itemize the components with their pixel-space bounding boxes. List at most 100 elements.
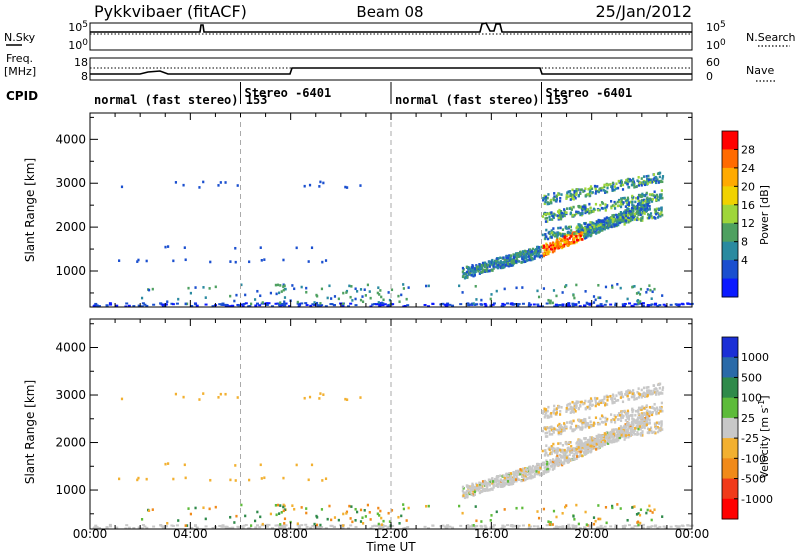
power-echo xyxy=(545,216,549,220)
power-echo xyxy=(171,303,175,306)
velocity-echo xyxy=(276,503,280,507)
velocity-echo xyxy=(465,489,469,493)
power-echo xyxy=(540,254,544,258)
velocity-echo xyxy=(498,479,501,483)
power-echo xyxy=(514,260,518,263)
power-echo xyxy=(269,291,273,295)
power-echo xyxy=(566,231,569,234)
velocity-echo xyxy=(605,521,608,525)
velocity-echo xyxy=(584,510,587,514)
velocity-echo xyxy=(211,527,215,530)
power-echo xyxy=(556,233,560,237)
velocity-echo xyxy=(590,447,593,451)
power-echo xyxy=(527,305,531,308)
velocity-echo xyxy=(584,420,587,423)
velocity-echo xyxy=(638,513,642,517)
velocity-echo xyxy=(483,479,487,483)
velocity-echo xyxy=(636,418,639,422)
power-echo xyxy=(240,303,244,306)
power-echo xyxy=(541,244,544,248)
velocity-echo xyxy=(185,524,189,527)
power-echo xyxy=(651,197,654,201)
power-echo xyxy=(328,284,331,288)
velocity-echo xyxy=(561,429,564,433)
velocity-echo xyxy=(615,399,618,403)
velocity-echo xyxy=(462,486,465,490)
velocity-echo xyxy=(359,520,363,523)
velocity-echo xyxy=(592,436,595,440)
velocity-echo xyxy=(546,460,549,464)
velocity-echo xyxy=(486,482,489,485)
velocity-echo xyxy=(528,465,532,469)
power-echo xyxy=(593,227,596,231)
velocity-echo xyxy=(599,524,603,527)
velocity-echo xyxy=(284,524,288,527)
velocity-echo xyxy=(624,419,627,422)
power-echo xyxy=(137,304,141,307)
velocity-echo xyxy=(618,434,621,437)
velocity-echo xyxy=(224,392,227,396)
power-echo xyxy=(631,194,634,198)
velocity-echo xyxy=(584,421,587,425)
power-echo xyxy=(174,181,178,184)
velocity-echo xyxy=(646,394,649,397)
power-echo xyxy=(583,231,586,235)
velocity-echo xyxy=(573,525,577,528)
velocity-echo xyxy=(544,449,547,452)
velocity-echo xyxy=(592,516,596,519)
power-echo xyxy=(609,219,612,222)
power-echo xyxy=(537,245,540,249)
velocity-echo xyxy=(567,402,570,406)
velocity-echo xyxy=(604,416,607,420)
power-echo xyxy=(636,204,639,208)
power-echo xyxy=(476,267,479,270)
power-echo xyxy=(575,189,578,193)
power-echo xyxy=(548,218,551,221)
velocity-echo xyxy=(280,510,283,514)
power-echo xyxy=(359,298,363,302)
power-echo xyxy=(551,301,554,305)
velocity-echo xyxy=(567,408,570,411)
power-echo xyxy=(240,283,243,287)
velocity-echo xyxy=(621,395,625,399)
power-echo xyxy=(542,244,546,248)
velocity-echo xyxy=(563,452,566,456)
power-echo xyxy=(587,232,590,236)
velocity-echo xyxy=(612,430,615,433)
power-echo xyxy=(587,231,590,234)
power-echo xyxy=(627,219,630,222)
power-echo xyxy=(391,303,395,306)
velocity-echo xyxy=(589,524,593,527)
power-echo xyxy=(590,221,593,224)
time-tick-label: 20:00 xyxy=(574,527,609,541)
power-echo xyxy=(487,269,490,273)
velocity-echo xyxy=(423,525,427,528)
power-echo xyxy=(267,302,271,305)
power-echo xyxy=(340,302,344,305)
power-echo xyxy=(276,283,280,287)
power-echo xyxy=(584,209,587,213)
power-echo xyxy=(535,252,538,256)
power-echo xyxy=(553,249,556,253)
power-echo xyxy=(379,289,382,292)
velocity-echo xyxy=(571,428,574,431)
velocity-echo xyxy=(184,524,187,527)
velocity-echo xyxy=(189,512,193,516)
velocity-echo xyxy=(535,462,539,466)
power-echo xyxy=(641,206,644,209)
velocity-echo xyxy=(496,479,499,482)
velocity-echo xyxy=(606,398,609,402)
velocity-echo xyxy=(514,478,518,481)
velocity-echo xyxy=(659,429,662,433)
velocity-echo xyxy=(572,410,575,414)
velocity-echo xyxy=(597,439,600,443)
power-echo xyxy=(592,207,596,211)
velocity-ylabel: Slant Range [km] xyxy=(23,380,37,484)
velocity-echo xyxy=(613,428,616,431)
power-echo xyxy=(626,199,629,202)
velocity-echo xyxy=(555,412,558,415)
power-echo xyxy=(505,255,508,258)
velocity-echo xyxy=(229,515,232,519)
power-echo xyxy=(504,263,508,267)
velocity-echo xyxy=(648,418,651,422)
